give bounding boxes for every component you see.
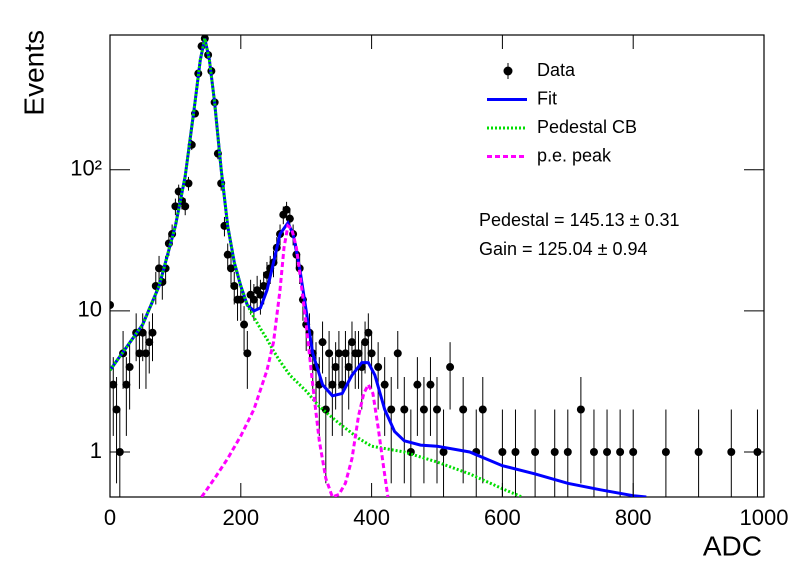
data-point bbox=[122, 380, 131, 389]
data-point bbox=[112, 405, 121, 414]
data-point bbox=[141, 349, 150, 358]
x-tick-label: 600 bbox=[484, 505, 521, 530]
data-point bbox=[616, 448, 625, 457]
data-point bbox=[256, 290, 265, 299]
data-point bbox=[511, 448, 520, 457]
data-point bbox=[439, 448, 448, 457]
data-point bbox=[240, 320, 249, 329]
x-tick-label: 400 bbox=[353, 505, 390, 530]
data-point bbox=[328, 380, 337, 389]
data-point bbox=[226, 264, 235, 273]
y-tick-label: 10² bbox=[70, 156, 102, 181]
data-point bbox=[478, 405, 487, 414]
plot-frame bbox=[109, 34, 765, 498]
data-point bbox=[243, 349, 252, 358]
data-point bbox=[387, 405, 396, 414]
data-point bbox=[629, 448, 638, 457]
data-point bbox=[249, 295, 258, 304]
data-point bbox=[563, 448, 572, 457]
data-point bbox=[344, 363, 353, 372]
data-point bbox=[498, 448, 507, 457]
data-point bbox=[259, 281, 268, 290]
y-tick-label: 1 bbox=[90, 438, 102, 463]
x-tick-label: 0 bbox=[104, 505, 116, 530]
fit-curve bbox=[200, 223, 390, 497]
data-point bbox=[550, 448, 559, 457]
y-axis-label: Events bbox=[18, 30, 49, 116]
legend-label: Fit bbox=[537, 88, 557, 108]
data-point bbox=[361, 338, 370, 347]
data-point bbox=[135, 349, 144, 358]
data-point bbox=[148, 328, 157, 337]
data-point bbox=[155, 264, 164, 273]
data-point bbox=[125, 363, 134, 372]
annotation: Pedestal = 145.13 ± 0.31 bbox=[479, 210, 680, 230]
data-point bbox=[589, 448, 598, 457]
plot-area bbox=[110, 35, 762, 497]
x-axis-label: ADC bbox=[703, 530, 762, 561]
data-point bbox=[145, 338, 154, 347]
data-point bbox=[325, 349, 334, 358]
data-point bbox=[181, 202, 190, 211]
data-point bbox=[354, 349, 363, 358]
data-point bbox=[603, 448, 612, 457]
data-point bbox=[400, 405, 409, 414]
data-point bbox=[341, 349, 350, 358]
data-point bbox=[364, 328, 373, 337]
data-point bbox=[576, 405, 585, 414]
data-point bbox=[661, 448, 670, 457]
data-point bbox=[236, 295, 245, 304]
data-point bbox=[694, 448, 703, 457]
data-point bbox=[433, 405, 441, 414]
y-tick-label: 10 bbox=[78, 297, 102, 322]
data-point bbox=[380, 380, 389, 389]
data-point bbox=[230, 281, 239, 290]
data-point bbox=[393, 349, 402, 358]
data-point bbox=[285, 214, 294, 223]
legend-label: Pedestal CB bbox=[537, 117, 637, 137]
x-tick-label: 1000 bbox=[740, 505, 789, 530]
data-point bbox=[282, 205, 291, 214]
x-tick-label: 200 bbox=[222, 505, 259, 530]
annotation: Gain = 125.04 ± 0.94 bbox=[479, 239, 648, 259]
data-point bbox=[727, 448, 736, 457]
fit-curve bbox=[110, 38, 523, 497]
data-point bbox=[446, 363, 455, 372]
data-point bbox=[426, 380, 435, 389]
legend-label: p.e. peak bbox=[537, 145, 612, 165]
data-point bbox=[459, 405, 468, 414]
data-point bbox=[334, 349, 343, 358]
data-point bbox=[223, 250, 232, 259]
data-point bbox=[110, 380, 118, 389]
data-point bbox=[374, 363, 383, 372]
data-point bbox=[184, 179, 193, 188]
data-point bbox=[419, 405, 428, 414]
data-point bbox=[531, 448, 540, 457]
legend-label: Data bbox=[537, 60, 576, 80]
data-point bbox=[321, 405, 330, 414]
legend-marker bbox=[503, 66, 513, 76]
data-point bbox=[110, 301, 114, 310]
data-point bbox=[138, 328, 147, 337]
data-point bbox=[413, 380, 422, 389]
data-point bbox=[347, 338, 356, 347]
data-point bbox=[318, 338, 327, 347]
x-tick-label: 800 bbox=[615, 505, 652, 530]
data-point bbox=[331, 363, 340, 372]
data-point bbox=[367, 349, 376, 358]
